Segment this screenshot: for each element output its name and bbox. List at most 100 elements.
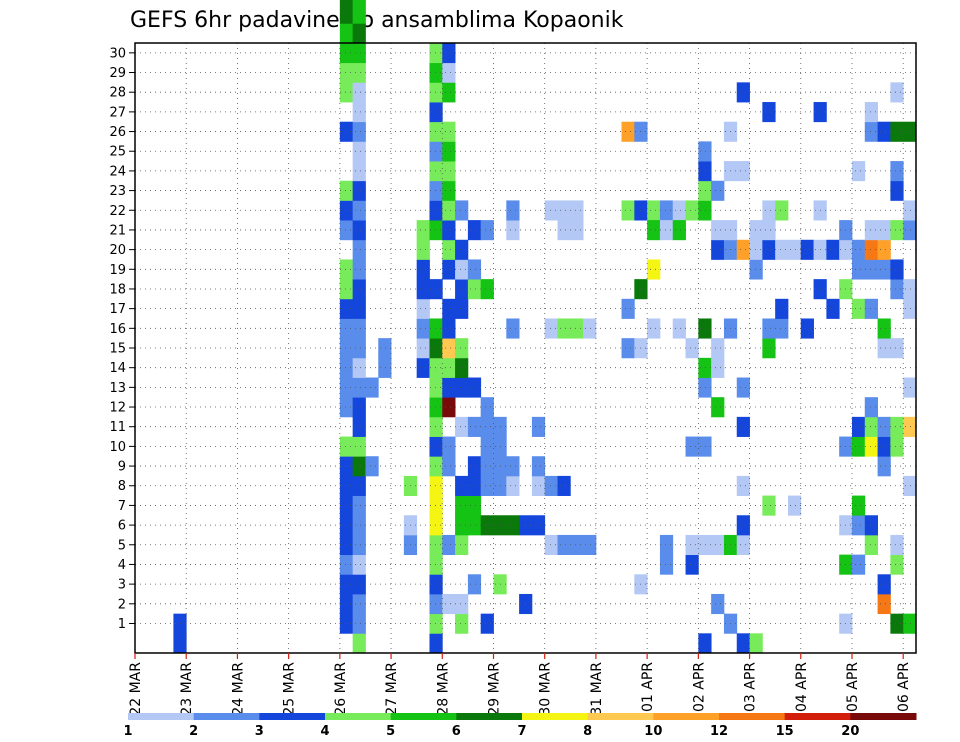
- heatmap-cell: [429, 515, 443, 536]
- heatmap-cell: [570, 220, 584, 241]
- colorbar: 1 2 3 4 5 6 7 8 10 12 15 20: [123, 713, 917, 739]
- y-tick-label: 28: [109, 86, 126, 101]
- heatmap-cell: [775, 239, 789, 260]
- x-tick-label: 01 APR: [640, 662, 656, 712]
- heatmap-cell: [864, 515, 878, 536]
- heatmap-cell: [352, 121, 366, 142]
- heatmap-cell: [762, 220, 776, 241]
- heatmap-cell: [455, 495, 469, 516]
- heatmap-cell: [877, 121, 891, 142]
- y-tick-label: 14: [109, 361, 126, 376]
- heatmap-cell: [480, 475, 494, 496]
- heatmap-cell: [672, 220, 686, 241]
- heatmap-cell: [352, 43, 366, 64]
- x-tick-label: 24 MAR: [230, 662, 246, 716]
- heatmap-cell: [711, 220, 725, 241]
- heatmap-cell: [749, 259, 763, 280]
- heatmap-cell: [711, 180, 725, 201]
- y-tick-label: 18: [109, 282, 126, 297]
- heatmap-cell: [339, 82, 354, 103]
- y-tick-label: 15: [109, 342, 126, 357]
- colorbar-swatch: [128, 713, 195, 720]
- heatmap-cell: [352, 0, 366, 5]
- heatmap-cell: [339, 593, 354, 615]
- heatmap-cell: [749, 220, 763, 241]
- heatmap-cell: [659, 554, 674, 575]
- colorbar-label: 1: [123, 724, 132, 739]
- heatmap-cell: [736, 239, 750, 260]
- heatmap-cell: [429, 220, 443, 241]
- heatmap-cell: [352, 180, 366, 201]
- heatmap-cell: [365, 456, 379, 477]
- x-tick-label: 04 APR: [794, 662, 810, 712]
- heatmap-cell: [339, 23, 354, 44]
- heatmap-cell: [429, 554, 443, 575]
- x-tick-label: 30 MAR: [538, 662, 554, 716]
- heatmap-cell: [557, 475, 571, 496]
- x-tick-label: 02 APR: [691, 662, 707, 712]
- heatmap-cell: [455, 475, 469, 496]
- heatmap-cell: [903, 200, 917, 221]
- heatmap-cell: [557, 200, 571, 221]
- heatmap-cell: [877, 338, 891, 359]
- heatmap-cell: [851, 259, 866, 280]
- heatmap-cell: [672, 200, 686, 221]
- heatmap-cell: [429, 613, 443, 634]
- heatmap-cell: [339, 377, 354, 398]
- heatmap-cell: [339, 515, 354, 536]
- heatmap-cell: [480, 436, 494, 457]
- heatmap-cell: [455, 613, 469, 634]
- colorbar-swatch: [522, 713, 589, 720]
- heatmap-cell: [455, 534, 469, 556]
- heatmap-cell: [877, 456, 891, 477]
- heatmap-cell: [352, 377, 366, 398]
- heatmap-cell: [685, 534, 699, 556]
- heatmap-cell: [352, 239, 366, 260]
- heatmap-cell: [352, 259, 366, 280]
- heatmap-cell: [557, 220, 571, 241]
- heatmap-cell: [698, 200, 712, 221]
- heatmap-cell: [480, 456, 494, 477]
- heatmap-cell: [429, 121, 443, 142]
- heatmap-cell: [429, 200, 443, 221]
- heatmap-cell: [711, 397, 725, 418]
- heatmap-cell: [455, 259, 469, 280]
- y-tick-label: 12: [109, 401, 126, 416]
- heatmap-cell: [339, 62, 354, 83]
- heatmap-cell: [467, 259, 482, 280]
- heatmap-cell: [480, 397, 494, 418]
- colorbar-label: 20: [841, 724, 859, 739]
- heatmap-cell: [531, 416, 546, 437]
- heatmap-cell: [890, 121, 904, 142]
- heatmap-cell: [762, 495, 776, 516]
- heatmap-cell: [352, 357, 366, 378]
- heatmap-cell: [352, 3, 366, 24]
- y-axis-ticks: 1234567891011121314151617181920212223242…: [109, 46, 135, 632]
- y-tick-label: 26: [109, 125, 126, 140]
- heatmap-cell: [467, 475, 482, 496]
- heatmap-cell: [621, 121, 635, 142]
- heatmap-cell: [506, 456, 520, 477]
- heatmap-cell: [711, 239, 725, 260]
- heatmap-cell: [339, 318, 354, 339]
- heatmap-cell: [698, 161, 712, 182]
- colorbar-swatch: [325, 713, 392, 720]
- heatmap-cell: [429, 436, 443, 457]
- heatmap-cell: [864, 220, 878, 241]
- heatmap-cell: [762, 102, 776, 123]
- heatmap-cell: [864, 436, 878, 457]
- colorbar-swatch: [784, 713, 851, 720]
- heatmap-cell: [442, 161, 456, 182]
- heatmap-cell: [378, 338, 392, 359]
- heatmap-cell: [851, 495, 866, 516]
- heatmap-cell: [775, 200, 789, 221]
- heatmap-cell: [583, 318, 597, 339]
- heatmap-cell: [455, 593, 469, 615]
- heatmap-cell: [890, 180, 904, 201]
- heatmap-cell: [890, 534, 904, 556]
- heatmap-cell: [672, 318, 686, 339]
- heatmap-cell: [339, 279, 354, 300]
- heatmap-cell: [339, 43, 354, 64]
- heatmap-cell: [352, 102, 366, 123]
